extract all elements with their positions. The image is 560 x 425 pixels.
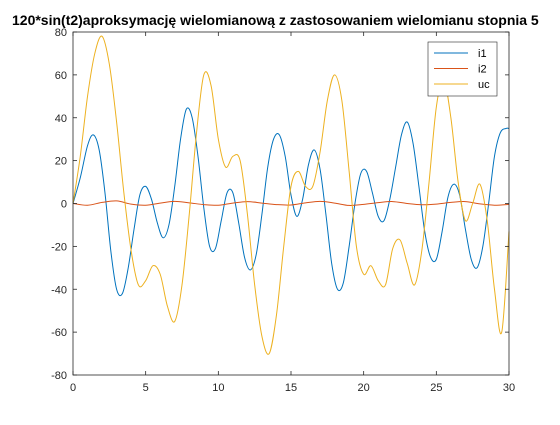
axes-layer: 0 5 10 15 20 25 30 -80 -60 -40 -20 0 20 40 60 80 xyxy=(51,27,515,394)
y-tick-label: -40 xyxy=(51,284,67,296)
series-line-i1 xyxy=(72,107,510,297)
y-tick-label: 20 xyxy=(55,156,67,168)
legend: i1 i2 uc xyxy=(427,41,498,97)
x-tick-label: 30 xyxy=(503,382,515,394)
y-tick-label: -60 xyxy=(51,327,67,339)
legend-label-uc: uc xyxy=(478,79,490,91)
x-tick-label: 25 xyxy=(430,382,442,394)
series-line-i2 xyxy=(72,200,510,206)
series-layer xyxy=(72,35,510,355)
x-tick-label: 5 xyxy=(143,382,149,394)
y-tick-label: 80 xyxy=(55,27,67,39)
x-tick-label: 20 xyxy=(358,382,370,394)
x-tick-label: 10 xyxy=(212,382,224,394)
y-tick-label: 0 xyxy=(61,199,67,211)
chart-title: 120*sin(t2)aproksymację wielomianową z z… xyxy=(12,12,539,28)
series-line-uc xyxy=(72,35,510,355)
x-tick-label: 0 xyxy=(70,382,76,394)
legend-label-i1: i1 xyxy=(478,48,487,60)
y-tick-label: 40 xyxy=(55,113,67,125)
y-tick-label: 60 xyxy=(55,70,67,82)
x-tick-label: 15 xyxy=(285,382,297,394)
y-tick-label: -20 xyxy=(51,241,67,253)
y-tick-label: -80 xyxy=(51,370,67,382)
legend-label-i2: i2 xyxy=(478,64,487,76)
